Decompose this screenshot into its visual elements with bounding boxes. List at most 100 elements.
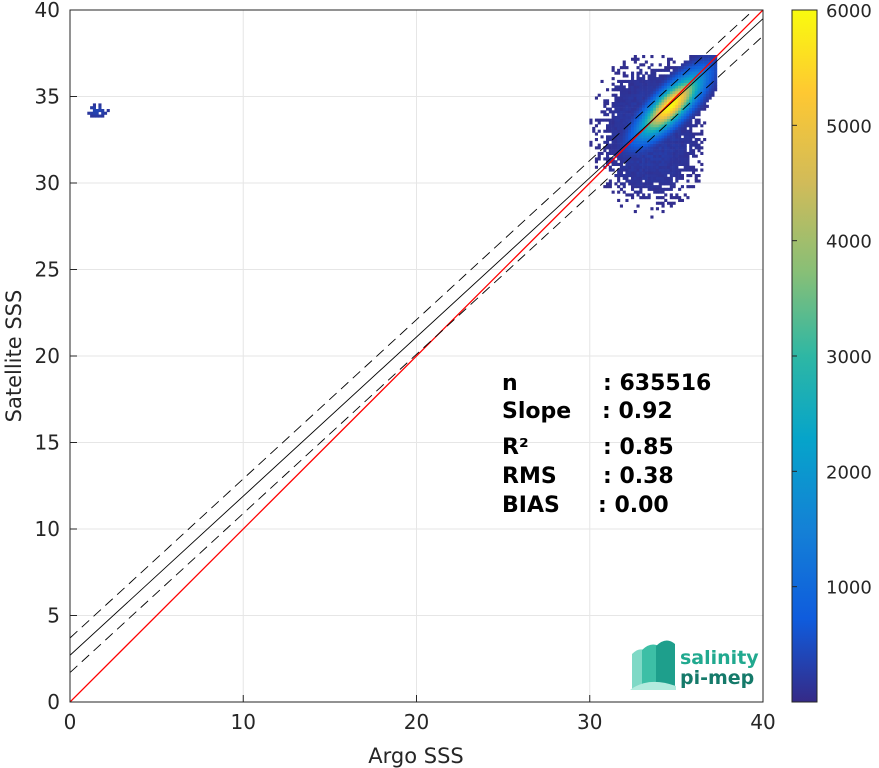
density-cell xyxy=(694,146,698,150)
density-cell xyxy=(689,174,693,178)
density-cell xyxy=(633,151,637,155)
density-cell xyxy=(639,99,643,103)
density-cell xyxy=(692,168,696,172)
density-cell xyxy=(711,91,715,95)
density-cell xyxy=(614,102,618,106)
density-cell xyxy=(653,174,657,178)
density-cell xyxy=(647,185,651,189)
density-cell xyxy=(625,132,629,136)
density-cell xyxy=(700,102,704,106)
density-cell xyxy=(611,168,615,172)
density-cell xyxy=(694,93,698,97)
density-cell xyxy=(644,121,648,125)
stat-slope-label: Slope xyxy=(502,399,571,424)
density-cell xyxy=(675,74,679,78)
density-cell xyxy=(672,104,676,108)
density-cell xyxy=(689,55,693,59)
density-cell xyxy=(669,107,673,111)
density-cell xyxy=(647,165,651,169)
x-tick-labels: 0 10 20 30 40 xyxy=(64,710,776,734)
density-cell xyxy=(664,132,668,136)
density-cell xyxy=(680,96,684,100)
density-cell xyxy=(619,79,623,83)
density-cell xyxy=(680,118,684,122)
density-cell xyxy=(619,160,623,164)
density-cell xyxy=(655,96,659,100)
density-cell xyxy=(700,74,704,78)
density-cell xyxy=(619,121,623,125)
density-cell xyxy=(672,124,676,128)
density-cell xyxy=(667,132,671,136)
density-cell xyxy=(694,140,698,144)
density-cell xyxy=(636,174,640,178)
density-cell xyxy=(639,154,643,158)
density-cell xyxy=(619,118,623,122)
y-tick-label: 40 xyxy=(35,0,60,22)
density-cell xyxy=(639,104,643,108)
density-cell xyxy=(686,168,690,172)
density-cell xyxy=(606,151,610,155)
density-cell xyxy=(647,135,651,139)
colorbar-tick-label: 2000 xyxy=(826,462,872,483)
density-cell xyxy=(647,77,651,81)
density-cell xyxy=(625,157,629,161)
density-cell xyxy=(689,71,693,75)
density-cell xyxy=(669,162,673,166)
density-cell xyxy=(675,66,679,70)
density-cell xyxy=(672,132,676,136)
density-cell xyxy=(675,196,679,200)
density-cell xyxy=(642,99,646,103)
density-cell xyxy=(617,113,621,117)
density-cell xyxy=(661,91,665,95)
density-cell xyxy=(664,154,668,158)
density-cell xyxy=(678,126,682,130)
density-cell xyxy=(603,113,607,117)
salinity-pi-mep-logo: salinity pi-mep xyxy=(630,640,759,690)
density-cell xyxy=(614,182,618,186)
density-cell xyxy=(689,74,693,78)
density-cell xyxy=(705,82,709,86)
density-cell xyxy=(678,157,682,161)
density-cell xyxy=(714,79,718,83)
density-cell xyxy=(658,82,662,86)
density-cell xyxy=(664,143,668,147)
density-cell xyxy=(686,154,690,158)
density-cell xyxy=(636,110,640,114)
density-cell xyxy=(697,88,701,92)
density-cell xyxy=(680,126,684,130)
density-cell xyxy=(655,165,659,169)
density-cell xyxy=(669,110,673,114)
density-cell xyxy=(628,193,632,197)
density-cell xyxy=(672,79,676,83)
density-cell xyxy=(680,79,684,83)
density-cell xyxy=(614,118,618,122)
density-cell xyxy=(628,143,632,147)
density-cell xyxy=(639,168,643,172)
density-cell xyxy=(703,79,707,83)
density-cell xyxy=(650,174,654,178)
density-cell xyxy=(655,140,659,144)
density-cell xyxy=(633,88,637,92)
stat-rms-value: : 0.38 xyxy=(603,464,674,489)
density-cell xyxy=(619,204,623,208)
density-cell xyxy=(650,113,654,117)
density-cell xyxy=(678,129,682,133)
density-cell xyxy=(631,82,635,86)
density-cell xyxy=(597,146,601,150)
density-cell xyxy=(700,82,704,86)
density-cell xyxy=(647,66,651,70)
density-cell xyxy=(631,171,635,175)
density-cell xyxy=(617,174,621,178)
density-cell xyxy=(697,85,701,89)
density-cell xyxy=(653,121,657,125)
density-cell xyxy=(639,121,643,125)
density-cell xyxy=(650,85,654,89)
density-cell xyxy=(639,185,643,189)
density-cell xyxy=(619,113,623,117)
density-cell xyxy=(672,168,676,172)
density-cell xyxy=(625,146,629,150)
wave-logo-icon xyxy=(630,640,676,690)
density-cell xyxy=(680,143,684,147)
density-cell xyxy=(686,157,690,161)
density-cell xyxy=(675,104,679,108)
